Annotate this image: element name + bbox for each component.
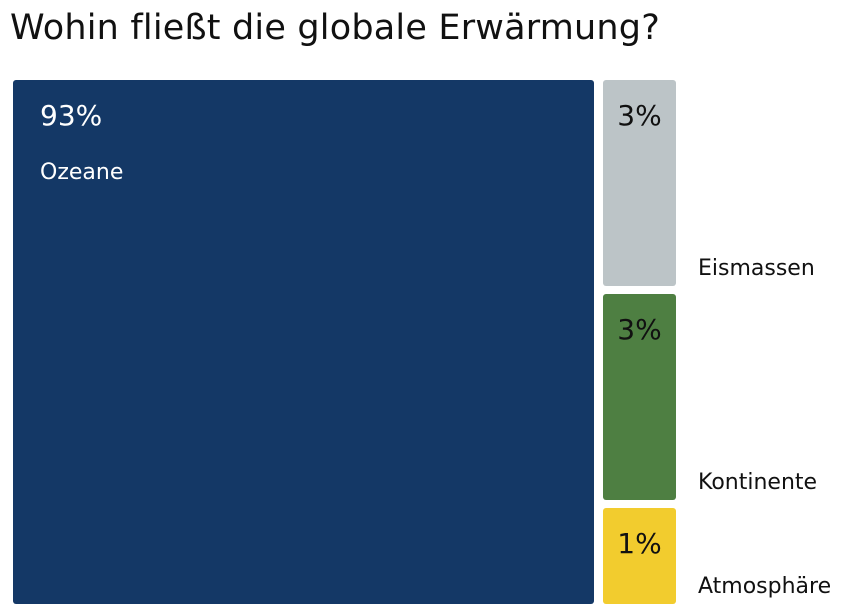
side-label-kontinente: Kontinente — [698, 470, 818, 495]
cell-value-ozeane: 93% — [40, 99, 103, 132]
chart-title: Wohin fließt die globale Erwärmung? — [10, 8, 660, 48]
cell-value-atmosphaere: 1% — [617, 527, 662, 560]
treemap-cell-eismassen: 3% — [603, 80, 676, 286]
side-label-eismassen: Eismassen — [698, 256, 815, 281]
cell-value-kontinente: 3% — [617, 313, 662, 346]
treemap-cell-kontinente: 3% — [603, 294, 676, 500]
treemap-cell-ozeane: 93% Ozeane — [13, 80, 594, 604]
cell-label-ozeane: Ozeane — [40, 160, 124, 185]
treemap-cell-atmosphaere: 1% — [603, 508, 676, 604]
side-label-atmosphaere: Atmosphäre — [698, 574, 832, 599]
cell-value-eismassen: 3% — [617, 99, 662, 132]
